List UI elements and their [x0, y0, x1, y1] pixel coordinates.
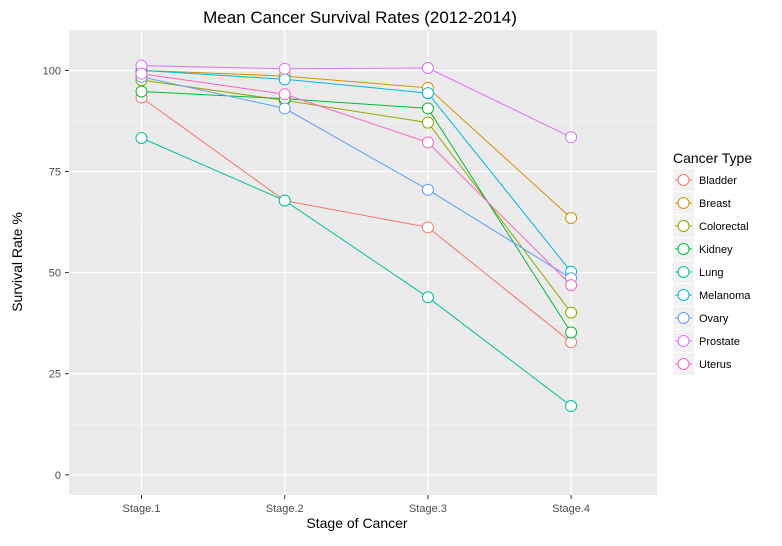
- legend-marker-bladder: [677, 174, 690, 186]
- data-point-kidney: [135, 85, 148, 98]
- legend-marker-ovary: [677, 312, 690, 324]
- y-axis: 0 25 50 75 100: [43, 65, 69, 482]
- legend-label-lung: Lung: [699, 267, 723, 279]
- legend-label-kidney: Kidney: [699, 244, 733, 256]
- data-point-ovary: [278, 102, 291, 115]
- chart-title: Mean Cancer Survival Rates (2012-2014): [203, 8, 517, 27]
- legend-label-uterus: Uterus: [699, 359, 732, 371]
- legend-marker-uterus: [677, 358, 690, 370]
- legend-marker-prostate: [677, 335, 690, 347]
- data-point-uterus: [278, 88, 291, 101]
- x-axis: Stage.1 Stage.2 Stage.3 Stage.4: [123, 495, 590, 515]
- legend-label-melanoma: Melanoma: [699, 290, 751, 302]
- legend-label-bladder: Bladder: [699, 175, 737, 187]
- x-tick-label: Stage.3: [409, 503, 447, 515]
- data-point-colorectal: [421, 116, 434, 129]
- data-point-uterus: [565, 279, 578, 292]
- series-line-uterus: [141, 73, 572, 286]
- legend-label-breast: Breast: [699, 198, 731, 210]
- x-tick-label: Stage.4: [552, 503, 590, 515]
- legend: Cancer Type Bladder Breast Colorectal Kidne…: [673, 150, 752, 375]
- x-axis-label: Stage of Cancer: [306, 515, 408, 531]
- legend-marker-colorectal: [677, 220, 690, 232]
- data-point-lung: [135, 131, 148, 144]
- legend-marker-kidney: [677, 243, 690, 255]
- series-line-kidney: [141, 91, 572, 333]
- y-axis-label: Survival Rate %: [9, 212, 25, 312]
- data-point-melanoma: [278, 73, 291, 86]
- plot-panel: [69, 30, 657, 495]
- data-point-prostate: [278, 62, 291, 75]
- legend-title: Cancer Type: [673, 150, 752, 166]
- data-point-kidney: [421, 102, 434, 115]
- series-lines: [141, 65, 572, 407]
- data-point-lung: [565, 400, 578, 413]
- data-point-prostate: [565, 131, 578, 144]
- data-point-breast: [565, 212, 578, 225]
- y-tick-label: 100: [43, 65, 61, 77]
- data-point-uterus: [421, 136, 434, 149]
- data-point-kidney: [565, 326, 578, 339]
- x-tick-label: Stage.1: [123, 503, 161, 515]
- x-tick-label: Stage.2: [266, 503, 304, 515]
- data-point-prostate: [421, 62, 434, 75]
- y-tick-label: 25: [49, 369, 61, 381]
- legend-label-prostate: Prostate: [699, 336, 740, 348]
- legend-marker-breast: [677, 197, 690, 209]
- series-line-melanoma: [141, 69, 572, 273]
- data-point-lung: [421, 291, 434, 304]
- series-line-prostate: [141, 65, 572, 138]
- series-line-bladder: [141, 97, 572, 343]
- data-point-ovary: [421, 183, 434, 196]
- series-line-ovary: [141, 76, 572, 279]
- y-tick-label: 75: [49, 167, 61, 179]
- data-point-bladder: [421, 221, 434, 234]
- y-tick-label: 50: [49, 268, 61, 280]
- data-point-melanoma: [421, 87, 434, 100]
- data-point-colorectal: [565, 306, 578, 319]
- legend-label-ovary: Ovary: [699, 313, 729, 325]
- data-point-lung: [278, 194, 291, 207]
- y-tick-label: 0: [55, 470, 61, 482]
- data-point-uterus: [135, 67, 148, 80]
- legend-label-colorectal: Colorectal: [699, 221, 749, 233]
- legend-items: Bladder Breast Colorectal Kidney Lung Melanom…: [673, 169, 751, 375]
- legend-marker-lung: [677, 266, 690, 278]
- series-points: [135, 59, 578, 413]
- series-line-colorectal: [141, 79, 572, 313]
- series-line-lung: [141, 137, 572, 407]
- legend-marker-melanoma: [677, 289, 690, 301]
- series-line-breast: [141, 69, 572, 219]
